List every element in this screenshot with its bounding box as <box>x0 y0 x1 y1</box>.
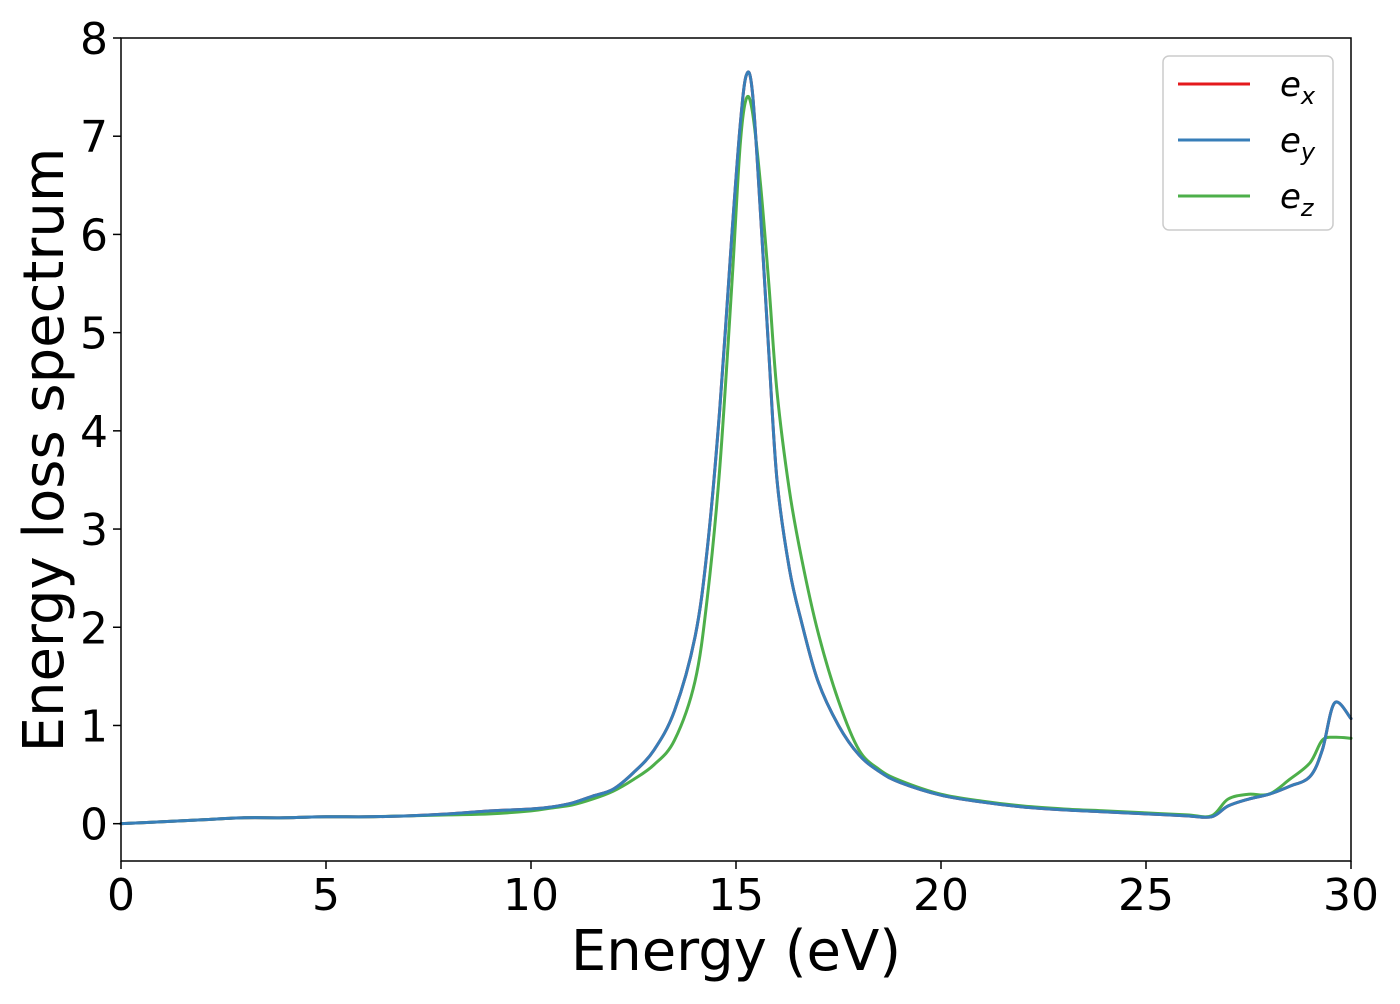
x-axis-label: Energy (eV) <box>571 919 901 984</box>
plot-content <box>119 70 1353 826</box>
y-tick-label: 7 <box>80 112 108 163</box>
y-tick-label: 3 <box>80 505 108 556</box>
y-axis-label: Energy loss spectrum <box>12 148 77 753</box>
y-tick-label: 2 <box>80 603 108 654</box>
legend: ex ey ez <box>1162 55 1334 231</box>
legend-box <box>1162 55 1334 231</box>
y-tick-label: 6 <box>80 210 108 261</box>
y-tick-label: 0 <box>80 800 108 851</box>
y-tick-label: 1 <box>80 701 108 752</box>
series-line-ey <box>119 70 1353 826</box>
legend-label-ez: ez <box>1280 177 1315 222</box>
x-tick-label: 20 <box>913 870 969 921</box>
x-tick-label: 5 <box>312 870 340 921</box>
y-tick-label: 5 <box>80 309 108 360</box>
y-tick-label: 4 <box>80 407 108 458</box>
x-tick-label: 10 <box>503 870 559 921</box>
x-tick-label: 15 <box>708 870 764 921</box>
legend-label-ex: ex <box>1280 65 1316 110</box>
x-tick-label: 30 <box>1323 870 1379 921</box>
x-tick-label: 25 <box>1118 870 1174 921</box>
x-tick-label: 0 <box>107 870 135 921</box>
ticks-layer: 0 5 10 15 20 25 30 0 1 2 3 4 5 6 7 8 <box>80 14 1379 921</box>
legend-label-ey: ey <box>1280 121 1316 166</box>
y-tick-label: 8 <box>80 14 108 65</box>
